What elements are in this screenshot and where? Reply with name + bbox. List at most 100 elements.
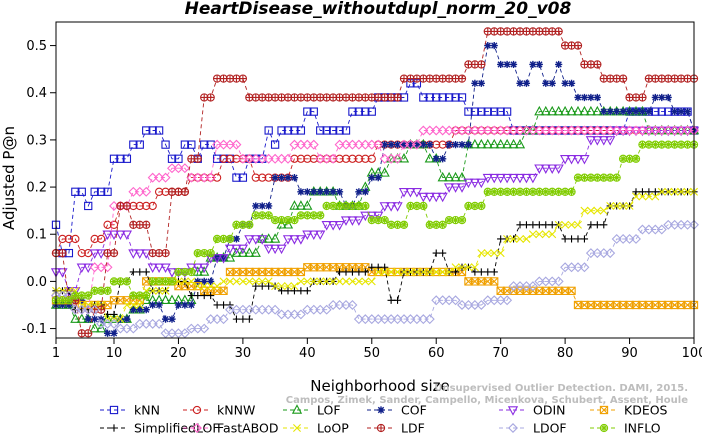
data-point-loop-k57: [412, 267, 421, 276]
data-point-lof-k85: [592, 105, 603, 116]
data-point-simplifiedlof-k50: [368, 263, 376, 271]
data-point-simplifiedlof-k10: [110, 310, 118, 319]
data-point-knn-k41: [309, 107, 318, 116]
data-point-odin-k19: [166, 268, 178, 278]
data-point-simplifiedlof-k93: [645, 188, 653, 196]
data-point-ldof-k79: [553, 276, 564, 287]
data-point-lof-k39: [295, 200, 307, 210]
data-point-simplifiedlof-k39: [297, 287, 305, 295]
data-point-knnw-k47: [348, 154, 357, 163]
data-point-simplifiedlof-k82: [574, 235, 582, 243]
data-point-knn-k30: [238, 173, 248, 182]
data-point-loop-k59: [425, 267, 434, 276]
data-point-simplifiedlof-k33: [258, 282, 266, 290]
data-point-cof-k63: [451, 141, 460, 149]
data-point-ldof-k58: [418, 314, 429, 325]
data-point-loop-k31: [245, 277, 254, 286]
data-point-loop-k36: [277, 282, 286, 291]
data-point-loop-k38: [290, 282, 299, 291]
data-point-ldof-k75: [527, 281, 538, 292]
data-point-fastabod-k58: [418, 125, 429, 136]
data-point-odin-k31: [244, 235, 255, 245]
data-point-ldof-k17: [154, 318, 165, 329]
data-point-loop-k87: [606, 201, 615, 210]
legend-marker-kdeos: [599, 405, 609, 415]
data-point-odin-k60: [431, 192, 442, 203]
data-point-lof-k99: [682, 124, 693, 135]
data-point-knn-k12: [122, 154, 132, 163]
data-point-ldof-k95: [656, 224, 667, 235]
data-point-loop-k93: [644, 192, 653, 201]
data-point-lof-k98: [675, 124, 687, 135]
data-point-knn-k38: [290, 126, 299, 135]
data-point-knn-k37: [283, 126, 293, 135]
data-point-odin-k93: [643, 126, 655, 137]
data-point-fastabod-k97: [669, 125, 680, 136]
data-point-odin-k55: [398, 188, 410, 198]
data-point-knn-k39: [296, 126, 306, 135]
data-point-cof-k64: [458, 141, 466, 149]
data-point-simplifiedlof-k85: [593, 221, 601, 229]
data-point-cof-k3: [65, 301, 73, 309]
data-point-lof-k31: [244, 247, 255, 257]
data-point-fastabod-k65: [463, 125, 474, 136]
legend-label-lof: LOF: [317, 403, 341, 418]
data-point-simplifiedlof-k76: [535, 221, 543, 229]
data-point-fastabod-k90: [624, 125, 635, 136]
data-point-loop-k60: [432, 267, 441, 276]
data-point-loop-k21: [180, 277, 189, 286]
credit-line-2: Campos, Zimek, Sander, Campello, Micenko…: [286, 395, 688, 406]
y-tick-label-0.4: 0.4: [26, 86, 47, 101]
data-point-knnw-k32: [251, 173, 260, 182]
data-point-odin-k48: [353, 216, 365, 226]
data-point-lof-k74: [521, 124, 532, 135]
data-point-cof-k81: [567, 79, 576, 87]
data-point-loop-k32: [251, 277, 260, 286]
data-point-simplifiedlof-k74: [522, 221, 531, 229]
data-point-knn-k8: [96, 187, 106, 196]
legend-marker-knn: [109, 405, 119, 415]
data-point-simplifiedlof-k52: [381, 263, 389, 271]
data-point-cof-k60: [432, 155, 440, 163]
data-point-odin-k95: [656, 126, 667, 137]
data-point-fastabod-k31: [244, 153, 255, 164]
data-point-odin-k7: [89, 249, 100, 259]
legend-marker-simplifiedlof: [110, 424, 118, 432]
data-point-odin-k43: [321, 221, 332, 231]
data-point-simplifiedlof-k25: [207, 291, 215, 300]
data-point-cof-k69: [490, 41, 498, 50]
data-point-odin-k98: [675, 126, 687, 137]
data-point-ldof-k4: [70, 304, 81, 315]
data-point-odin-k2: [57, 268, 68, 278]
data-point-loop-k26: [213, 282, 222, 291]
data-point-knn-k25: [206, 140, 215, 149]
data-point-simplifiedlof-k67: [477, 268, 485, 276]
data-point-fastabod-k13: [128, 186, 139, 197]
data-point-knnw-k15: [142, 201, 151, 211]
legend-marker-ldof: [508, 423, 518, 433]
data-point-ldf-k21: [180, 187, 190, 196]
data-point-simplifiedlof-k73: [516, 221, 524, 229]
data-point-cof-k83: [580, 93, 589, 102]
data-point-odin-k92: [637, 126, 648, 137]
legend-item-inflo: INFLO: [590, 421, 661, 434]
data-point-knn-k58: [419, 93, 428, 102]
data-point-simplifiedlof-k32: [252, 282, 260, 290]
legend-label-knn: kNN: [134, 403, 160, 418]
data-point-ldof-k14: [134, 318, 145, 329]
data-point-odin-k41: [308, 230, 319, 240]
series-inflo: [51, 140, 699, 305]
data-point-cof-k40: [303, 188, 311, 196]
data-point-knnw-k41: [309, 154, 318, 163]
data-point-ldof-k92: [637, 224, 648, 235]
data-point-ldof-k9: [102, 318, 113, 329]
data-point-knn-k20: [174, 154, 183, 163]
data-point-ldof-k52: [379, 314, 390, 325]
data-point-inflo-k15: [142, 291, 151, 300]
data-point-cof-k96: [664, 93, 672, 102]
data-point-simplifiedlof-k48: [355, 268, 363, 276]
data-point-fastabod-k74: [521, 125, 532, 136]
data-point-odin-k77: [540, 164, 551, 174]
data-point-loop-k34: [264, 277, 273, 286]
data-point-loop-k78: [548, 230, 557, 239]
